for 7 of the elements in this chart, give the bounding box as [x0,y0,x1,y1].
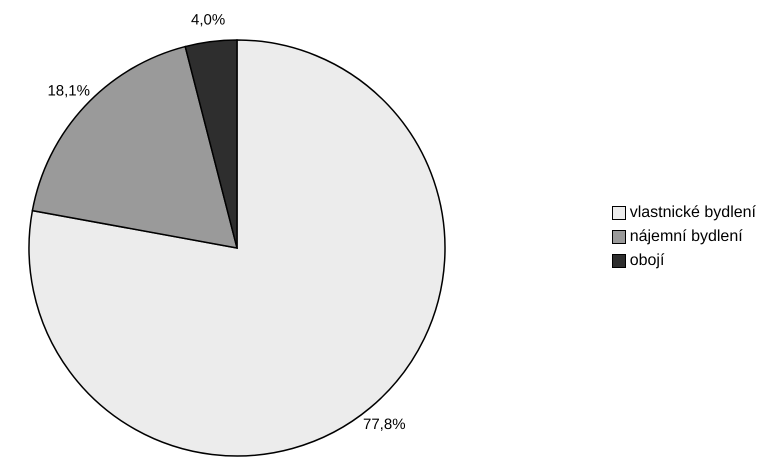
pie-slice [28,39,446,456]
legend-label: nájemní bydlení [630,227,743,247]
data-label: 77,8% [363,416,406,434]
legend-label: obojí [630,251,664,271]
data-label: 4,0% [191,11,226,28]
data-label: 18,1% [47,82,90,100]
legend-label: vlastnické bydlení [630,203,756,223]
